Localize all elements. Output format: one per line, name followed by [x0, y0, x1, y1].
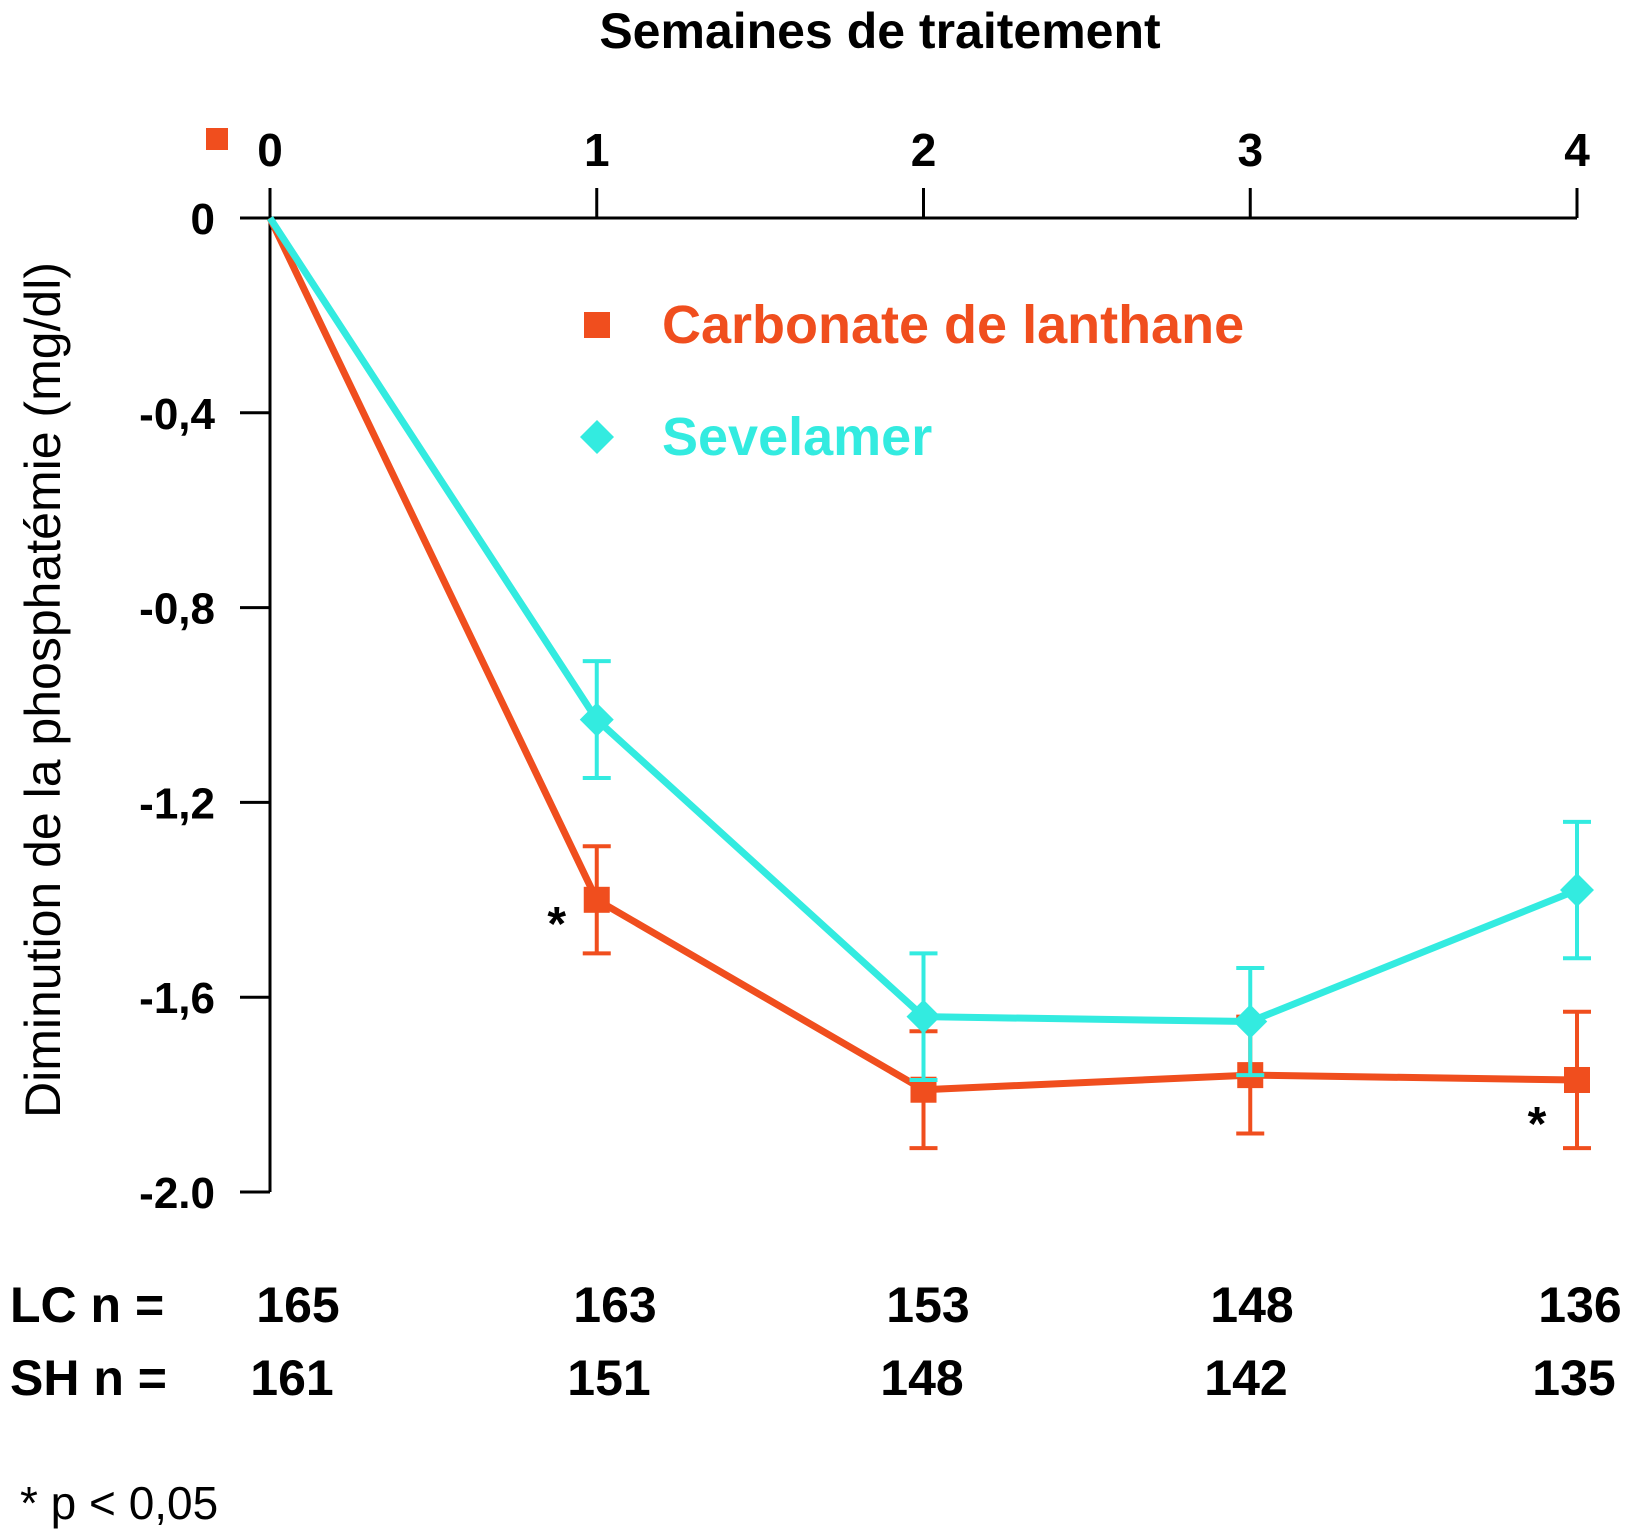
- sample-size-value: 136: [1538, 1277, 1622, 1333]
- x-tick-label: 2: [911, 124, 937, 176]
- sample-row-label: SH n =: [10, 1350, 167, 1406]
- series-1: [267, 216, 1594, 1082]
- footnote: * p < 0,05: [20, 1477, 219, 1529]
- significance-asterisk: *: [1528, 1098, 1547, 1151]
- sample-size-value: 148: [880, 1350, 964, 1406]
- x-tick-label: 3: [1237, 124, 1263, 176]
- series-layer: [266, 216, 1594, 1151]
- y-tick-label: -1,2: [139, 779, 215, 828]
- sample-size-value: 153: [886, 1277, 970, 1333]
- y-tick-label: -2.0: [139, 1169, 215, 1218]
- line-chart: Semaines de traitement Diminution de la …: [15, 3, 1594, 1218]
- y-axis-title: Diminution de la phosphatémie (mg/dl): [15, 262, 71, 1118]
- sample-size-value: 165: [256, 1277, 340, 1333]
- sample-size-value: 151: [567, 1350, 651, 1406]
- data-point: [583, 886, 610, 913]
- sample-size-value: 135: [1532, 1350, 1616, 1406]
- x-axis-ticks: 0 1 2 3 4: [257, 124, 1590, 218]
- y-tick-label: -0,8: [139, 585, 215, 634]
- data-point: [579, 702, 614, 737]
- x-tick-label: 0: [257, 124, 283, 176]
- data-point: [1560, 873, 1594, 908]
- sample-row-label: LC n =: [10, 1277, 165, 1333]
- series-0: [266, 216, 1591, 1151]
- legend-label: Carbonate de lanthane: [662, 295, 1244, 355]
- data-point: [1564, 1066, 1590, 1093]
- legend: Carbonate de lanthane Sevelamer: [580, 295, 1244, 467]
- x-tick-label: 4: [1564, 124, 1590, 176]
- y-axis-ticks: 0 -0,4 -0,8 -1,2 -1,6 -2.0: [139, 195, 270, 1218]
- sample-size-value: 163: [573, 1277, 657, 1333]
- x-tick-label: 1: [584, 124, 610, 176]
- y-tick-label: -1,6: [139, 974, 215, 1023]
- legend-label: Sevelamer: [662, 407, 932, 467]
- annotations: **: [547, 898, 1546, 1151]
- x-axis-title: Semaines de traitement: [599, 3, 1161, 59]
- legend-marker: [584, 312, 610, 338]
- y-tick-label: 0: [191, 195, 215, 244]
- y-tick-label: -0,4: [139, 390, 215, 439]
- legend-marker: [580, 420, 614, 454]
- sample-size-value: 142: [1204, 1350, 1288, 1406]
- top-left-marker: [206, 128, 228, 150]
- sample-size-value: 161: [250, 1350, 334, 1406]
- data-point: [906, 999, 941, 1034]
- sample-size-value: 148: [1210, 1277, 1294, 1333]
- data-point: [1233, 1004, 1268, 1039]
- significance-asterisk: *: [547, 898, 566, 951]
